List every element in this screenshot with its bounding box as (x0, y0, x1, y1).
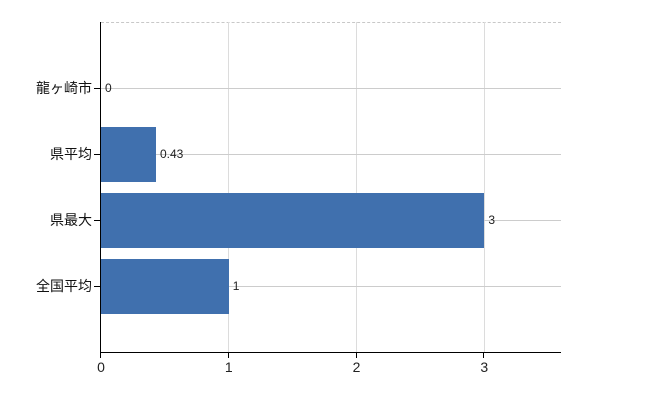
value-label: 3 (488, 213, 496, 227)
x-tick-label: 2 (352, 359, 361, 375)
y-axis-tick (94, 153, 100, 155)
gridline-horizontal (101, 285, 561, 287)
value-label: 0.43 (159, 147, 184, 161)
bar (101, 192, 485, 248)
gridline-horizontal (101, 153, 561, 155)
category-label: 全国平均 (36, 278, 92, 294)
y-axis-tick (94, 219, 100, 221)
x-axis-tick (483, 353, 485, 358)
gridline-horizontal (101, 87, 561, 89)
x-tick-label: 0 (97, 359, 105, 375)
gridline-vertical (356, 22, 358, 352)
category-label: 龍ヶ崎市 (36, 80, 92, 96)
gridline-vertical (228, 22, 230, 352)
bar (101, 126, 156, 182)
x-tick-label: 1 (224, 359, 233, 375)
category-label: 県最大 (50, 212, 92, 228)
x-tick-label: 3 (480, 359, 489, 375)
category-label: 県平均 (50, 146, 92, 162)
x-axis-tick (227, 353, 229, 358)
x-axis-tick (355, 353, 357, 358)
y-axis-tick (94, 285, 100, 287)
gridline-vertical (483, 22, 485, 352)
plot-area: 0 0.43 3 1 (100, 22, 561, 353)
y-axis-tick (94, 87, 100, 89)
x-axis-tick (100, 353, 101, 358)
plot-top-gridline (101, 22, 561, 23)
value-label: 0 (105, 81, 112, 95)
value-label: 1 (232, 279, 240, 293)
bar (101, 258, 229, 314)
